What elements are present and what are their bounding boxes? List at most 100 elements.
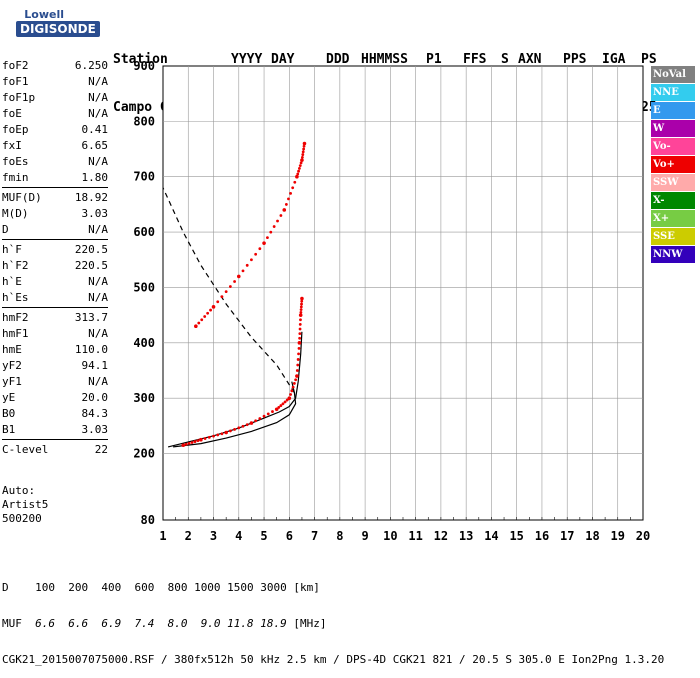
legend-item-nne: NNE	[651, 84, 695, 101]
param-value: 1.80	[81, 171, 109, 184]
trace-point	[184, 442, 188, 446]
legend-item-x-: X+	[651, 210, 695, 227]
muf-unit: [MHz]	[293, 617, 327, 630]
trace-point	[298, 332, 302, 336]
param-row: fxI 6.65	[2, 138, 108, 154]
param-row: B1 3.03	[2, 422, 108, 438]
trace-point	[300, 155, 304, 159]
param-row: yF2 94.1	[2, 358, 108, 374]
muf-row: MUF 6.6 6.6 6.9 7.4 8.0 9.0 11.8 18.9 [M…	[2, 618, 664, 630]
header-label-2: DAY	[271, 52, 295, 67]
param-value: N/A	[88, 291, 108, 304]
param-value: 220.5	[74, 259, 108, 272]
param-key: h`E	[2, 275, 22, 288]
trace-point	[269, 230, 273, 234]
x-tick-label: 16	[535, 529, 549, 543]
trace-point	[279, 404, 283, 407]
trace-point	[254, 419, 258, 423]
trace-point	[276, 219, 279, 223]
x-tick-label: 9	[361, 529, 368, 543]
x-tick-label: 7	[311, 529, 318, 543]
param-value: 18.92	[74, 191, 108, 204]
param-key: hmF2	[2, 311, 29, 324]
param-separator	[2, 307, 108, 308]
param-value: 94.1	[81, 359, 109, 372]
trace-point	[266, 412, 270, 416]
trace-point	[216, 300, 220, 304]
param-key: h`Es	[2, 291, 29, 304]
param-separator	[2, 439, 108, 440]
legend-item-nnw: NNW	[651, 246, 695, 263]
trace-point	[298, 336, 302, 340]
trace-point	[199, 437, 203, 442]
header-label-4: HHMMSS	[361, 52, 408, 67]
file-info: CGK21_2015007075000.RSF / 380fx512h 50 k…	[2, 653, 665, 666]
param-value: 110.0	[74, 343, 108, 356]
trace-point	[203, 437, 207, 440]
param-key: yF1	[2, 375, 22, 388]
y-tick-label: 800	[133, 114, 155, 128]
profile-line	[173, 381, 297, 448]
param-value: 3.03	[81, 423, 109, 436]
x-tick-label: 19	[611, 529, 625, 543]
param-row: hmF2 313.7	[2, 310, 108, 326]
param-row: foF1 N/A	[2, 74, 108, 90]
trace-point	[262, 241, 266, 245]
trace-point	[295, 174, 299, 179]
trace-point	[294, 378, 298, 382]
param-row: h`F2 220.5	[2, 258, 108, 274]
param-row: yF1 N/A	[2, 374, 108, 390]
trace-point	[299, 161, 303, 165]
trace-point	[241, 424, 245, 428]
distance-row: D 100 200 400 600 800 1000 1500 3000 [km…	[2, 582, 664, 594]
trace-point	[297, 169, 300, 173]
trace-point	[299, 310, 303, 314]
trace-point	[298, 322, 302, 326]
trace-point	[301, 150, 305, 154]
x-tick-label: 15	[509, 529, 523, 543]
header-labels: Station YYYY DAY DDD HHMMSS P1 FFS S AXN PPS IGA PS	[113, 52, 657, 68]
y-tick-label: 500	[133, 280, 155, 294]
x-tick-label: 10	[383, 529, 397, 543]
x-tick-label: 11	[408, 529, 422, 543]
header-label-3: DDD	[326, 52, 350, 67]
logo-line2: DIGISONDE	[16, 21, 100, 37]
trace-point	[296, 363, 300, 367]
x-tick-label: 17	[560, 529, 574, 543]
trace-point	[237, 426, 241, 430]
auto-version: 500200	[2, 512, 42, 525]
param-row: yE 20.0	[2, 390, 108, 406]
digisonde-logo: Lowell DIGISONDE	[6, 6, 106, 40]
trace-point	[287, 396, 292, 400]
param-row: h`Es N/A	[2, 290, 108, 306]
param-key: h`F	[2, 243, 22, 256]
y-tick-label: 200	[133, 447, 155, 461]
x-tick-label: 3	[210, 529, 217, 543]
trace-point	[262, 414, 266, 418]
y-tick-label: 300	[133, 391, 155, 405]
trace-point	[300, 296, 304, 301]
trace-point	[207, 435, 211, 439]
profile-line	[162, 187, 295, 394]
trace-point	[233, 427, 236, 431]
param-key: M(D)	[2, 207, 29, 220]
param-row: MUF(D) 18.92	[2, 190, 108, 206]
trace-point	[258, 247, 262, 251]
param-key: foF1p	[2, 91, 36, 104]
trace-point	[284, 203, 288, 206]
header-label-8: AXN	[518, 52, 542, 67]
header-label-0: Station	[113, 52, 168, 67]
trace-point	[220, 432, 224, 436]
param-separator	[2, 239, 108, 240]
auto-label: Auto:	[2, 484, 36, 497]
auto-software: Artist5	[2, 498, 49, 511]
legend-item-vo-: Vo-	[651, 138, 695, 155]
legend-item-noval: NoVal	[651, 66, 695, 83]
trace-point	[250, 258, 253, 262]
x-tick-label: 8	[336, 529, 343, 543]
param-key: D	[2, 223, 9, 236]
trace-point	[292, 382, 296, 385]
trace-point	[287, 197, 290, 201]
x-tick-label: 5	[260, 529, 267, 543]
param-row: hmF1 N/A	[2, 326, 108, 342]
